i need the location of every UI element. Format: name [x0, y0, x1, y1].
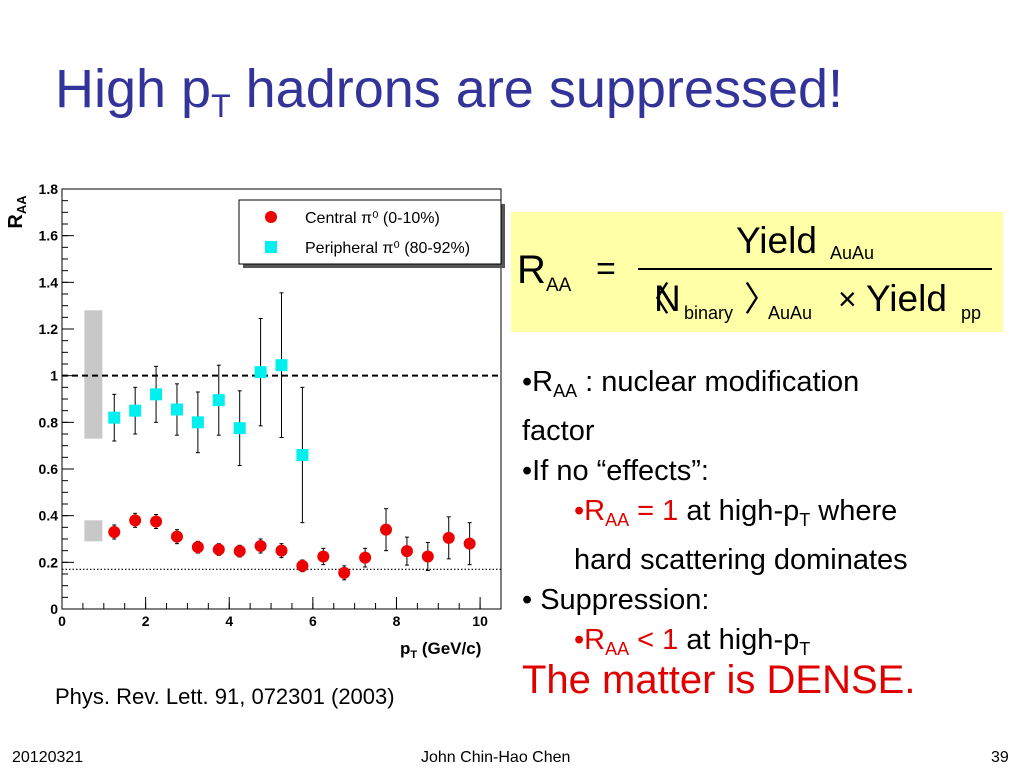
citation: Phys. Rev. Lett. 91, 072301 (2003) [55, 684, 395, 709]
formula-pp-sub: pp [961, 303, 982, 323]
central-data-point [317, 550, 330, 563]
y-tick-label: 0 [50, 601, 58, 617]
central-data-point [170, 530, 183, 543]
slide-title: High pT hadrons are suppressed! [55, 62, 843, 122]
y-tick-label: 0.4 [39, 508, 59, 524]
peripheral-data-point [129, 404, 142, 417]
x-axis-label: pT (GeV/c) [400, 639, 481, 661]
central-data-point [275, 544, 288, 557]
footer-date: 20120321 [12, 749, 84, 766]
legend-box [238, 199, 502, 265]
systematic-band-0 [84, 310, 103, 439]
bullet-suppression: • Suppression: [522, 584, 710, 616]
raa-plot: 0 2 4 6 8 10 0 0.2 0.4 0.6 0.8 1 1.2 1.4 1.6 1.8 Centra… [5, 181, 505, 661]
formula-n: N [654, 278, 681, 319]
y-tick-label: 0.8 [39, 414, 59, 430]
bullet-raa-definition: •RAA : nuclear modification [522, 366, 860, 401]
central-data-point [400, 545, 413, 558]
title-text: High p [55, 59, 212, 119]
central-data-point [296, 559, 309, 572]
y-axis-label: RAA [5, 195, 29, 229]
axis-ticks: 0 2 4 6 8 10 0 0.2 0.4 0.6 0.8 1 1.2 1.4 1.6 1.8 [39, 181, 502, 629]
bullet-hard-scattering: hard scattering dominates [574, 544, 908, 576]
footer-author: John Chin-Hao Chen [421, 749, 571, 766]
bullet-raa-less-one: •RAA < 1 at high-pT [574, 624, 811, 659]
formula-rangle: 〉 [744, 281, 778, 319]
y-tick-label: 1.6 [39, 228, 59, 244]
central-data-point [212, 543, 225, 556]
conclusion-text: The matter is DENSE. [522, 658, 916, 702]
systematic-bands [84, 310, 103, 542]
formula-r: R [517, 248, 546, 292]
raa-formula-box [511, 212, 1003, 332]
formula-numerator-sub: AuAu [830, 243, 875, 263]
peripheral-data-point [191, 416, 204, 429]
data-points [108, 292, 476, 581]
formula-r-sub: AA [546, 275, 572, 296]
bullet-no-effects: •If no “effects”: [522, 455, 709, 487]
x-tick-label: 6 [309, 613, 317, 629]
central-data-point [442, 531, 455, 544]
formula-numerator: Yield [736, 220, 817, 261]
central-data-point [359, 551, 372, 564]
formula-langle: 〈 [636, 281, 670, 319]
central-data-point [129, 514, 142, 527]
fraction-bar [638, 268, 992, 270]
central-data-point [108, 526, 121, 538]
x-tick-label: 0 [58, 613, 66, 629]
central-data-point [191, 541, 204, 554]
legend-label: Central π⁰ (0-10%) [305, 210, 440, 227]
peripheral-data-point [150, 388, 163, 401]
peripheral-data-point [108, 411, 121, 424]
formula-auau-sub: AuAu [768, 303, 813, 323]
peripheral-data-point [212, 394, 225, 407]
legend-marker-central [265, 211, 277, 223]
systematic-band-1 [84, 520, 103, 542]
central-data-point [150, 515, 163, 528]
bullet-raa-definition-cont: factor [522, 415, 595, 447]
formula-times: × [838, 281, 857, 317]
x-tick-label: 8 [393, 613, 401, 629]
y-tick-label: 0.2 [39, 554, 59, 570]
central-data-point [380, 523, 393, 536]
x-tick-label: 10 [472, 613, 488, 629]
peripheral-data-point [170, 403, 183, 416]
y-tick-label: 0.6 [39, 461, 59, 477]
central-data-point [233, 545, 246, 558]
central-data-point [421, 550, 434, 563]
y-tick-label: 1.4 [39, 274, 59, 290]
central-data-point [463, 537, 476, 550]
reference-lines [62, 374, 501, 570]
x-tick-label: 4 [225, 613, 233, 629]
legend-marker-peripheral [265, 241, 277, 253]
title-subscript: T [211, 88, 231, 124]
formula-equals: = [596, 250, 616, 288]
y-tick-label: 1.2 [39, 321, 59, 337]
central-data-point [254, 540, 267, 552]
y-tick-label: 1.8 [39, 181, 59, 197]
formula-n-sub: binary [684, 303, 734, 323]
peripheral-data-point [275, 359, 288, 372]
central-data-point [338, 566, 351, 579]
title-text-rest: hadrons are suppressed! [230, 59, 844, 119]
peripheral-data-point [254, 366, 267, 379]
footer-page-number: 39 [991, 749, 1009, 766]
legend-label: Peripheral π⁰ (80-92%) [305, 240, 470, 257]
y-tick-label: 1 [50, 368, 58, 384]
x-tick-label: 2 [142, 613, 150, 629]
formula-den-yield: Yield [866, 278, 947, 319]
bullet-raa-equals-one: •RAA = 1 at high-pT where [574, 495, 898, 530]
peripheral-data-point [233, 422, 246, 435]
bullet-list: •RAA : nuclear modification factor •If n… [522, 362, 1002, 669]
chart-legend: Central π⁰ (0-10%) Peripheral π⁰ (80-92%) [238, 199, 505, 268]
peripheral-data-point [296, 449, 309, 461]
